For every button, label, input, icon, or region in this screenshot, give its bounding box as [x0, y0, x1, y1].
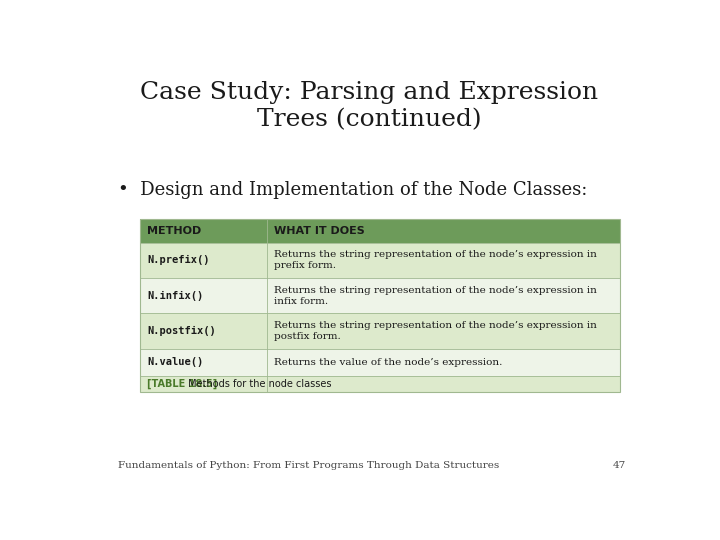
Text: N.infix(): N.infix()	[147, 291, 203, 301]
Text: Methods for the node classes: Methods for the node classes	[185, 379, 331, 389]
Text: 47: 47	[613, 461, 626, 470]
Text: Returns the string representation of the node’s expression in
prefix form.: Returns the string representation of the…	[274, 251, 597, 271]
Text: N.prefix(): N.prefix()	[147, 255, 210, 266]
FancyBboxPatch shape	[140, 243, 620, 278]
Text: WHAT IT DOES: WHAT IT DOES	[274, 226, 365, 235]
Text: METHOD: METHOD	[147, 226, 201, 235]
FancyBboxPatch shape	[140, 278, 620, 313]
Text: Returns the value of the node’s expression.: Returns the value of the node’s expressi…	[274, 358, 503, 367]
Text: Returns the string representation of the node’s expression in
infix form.: Returns the string representation of the…	[274, 286, 597, 306]
FancyBboxPatch shape	[140, 219, 620, 243]
Text: Fundamentals of Python: From First Programs Through Data Structures: Fundamentals of Python: From First Progr…	[118, 461, 499, 470]
FancyBboxPatch shape	[140, 349, 620, 376]
Text: N.value(): N.value()	[147, 357, 203, 367]
FancyBboxPatch shape	[140, 313, 620, 349]
Text: Case Study: Parsing and Expression
Trees (continued): Case Study: Parsing and Expression Trees…	[140, 82, 598, 131]
Text: [TABLE 18.5]: [TABLE 18.5]	[147, 379, 217, 389]
Text: •  Design and Implementation of the Node Classes:: • Design and Implementation of the Node …	[118, 181, 588, 199]
Text: N.postfix(): N.postfix()	[147, 326, 216, 336]
Text: Returns the string representation of the node’s expression in
postfix form.: Returns the string representation of the…	[274, 321, 597, 341]
FancyBboxPatch shape	[140, 376, 620, 392]
